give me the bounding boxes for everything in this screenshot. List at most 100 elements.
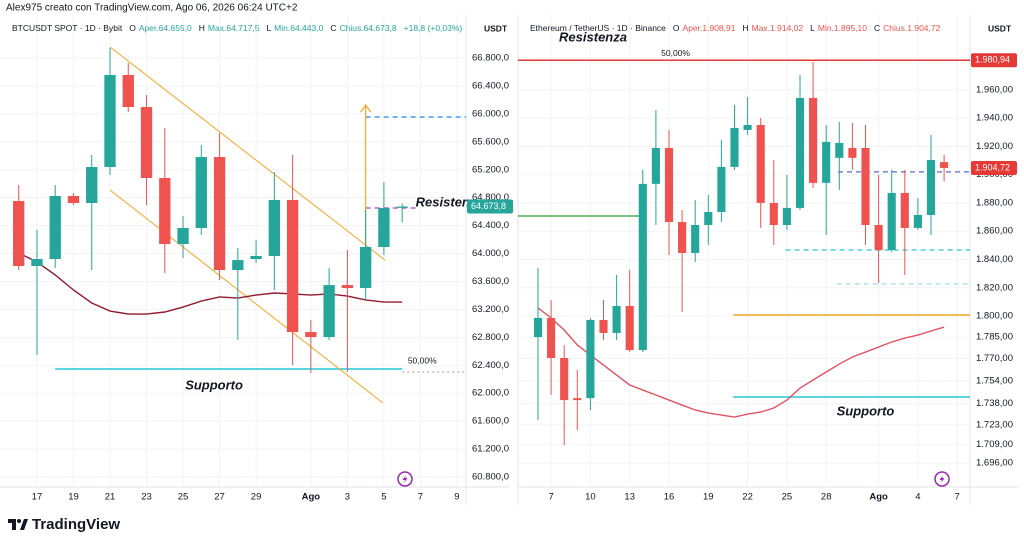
legend-key: L xyxy=(266,23,271,33)
candle-body xyxy=(913,214,922,228)
candle-body xyxy=(782,207,791,225)
candle-body xyxy=(86,167,98,203)
x-tick-label: 17 xyxy=(32,492,43,503)
candle-body xyxy=(822,141,831,183)
legend-value: Chius.64.673,8 xyxy=(339,23,396,33)
y-tick-label: 64.000,0 xyxy=(472,248,509,259)
candle-body xyxy=(874,224,883,251)
y-tick-label: 65.200,0 xyxy=(472,164,509,175)
logo-text: TradingView xyxy=(32,516,120,533)
y-tick-label: 66.000,0 xyxy=(472,108,509,119)
x-tick-label: 29 xyxy=(251,492,262,503)
y-tick-label: 1.754,00 xyxy=(976,376,1013,387)
x-tick-label: 19 xyxy=(703,492,714,503)
y-tick-label: 65.600,0 xyxy=(472,136,509,147)
legend-value: Aper.1.908,91 xyxy=(683,23,736,33)
annotation: 50,00% xyxy=(408,355,437,365)
x-tick-label: 16 xyxy=(664,492,675,503)
arrow-head xyxy=(360,103,372,113)
candle-body xyxy=(638,183,647,351)
x-tick-label: 3 xyxy=(345,492,350,503)
symbol-title: BTCUSDT SPOT · 1D · Bybit xyxy=(12,23,123,33)
candle-body xyxy=(704,211,713,225)
candle-body xyxy=(835,142,844,158)
x-tick-label: 28 xyxy=(821,492,832,503)
x-tick-label: 23 xyxy=(141,492,152,503)
candle-body xyxy=(599,319,608,333)
x-tick-label: 4 xyxy=(915,492,920,503)
candle-body xyxy=(664,147,674,223)
y-tick-label: 61.200,0 xyxy=(472,444,509,455)
legend-key: H xyxy=(199,23,205,33)
y-tick-label: 1.785,00 xyxy=(976,332,1013,343)
candle-body xyxy=(717,166,726,212)
price-tag xyxy=(971,53,1017,68)
annotation: Supporto xyxy=(185,377,243,392)
candle-body xyxy=(651,147,660,184)
candle-body xyxy=(323,285,335,337)
candle-body xyxy=(104,74,116,168)
candle-body xyxy=(547,317,556,358)
y-tick-label: 1.920,00 xyxy=(976,141,1013,152)
legend-value: Max.64.717,5 xyxy=(208,23,260,33)
x-tick-label: 7 xyxy=(955,492,960,503)
annotation: 50,00% xyxy=(661,48,690,58)
alert-icon[interactable] xyxy=(397,471,413,487)
y-tick-label: 63.200,0 xyxy=(472,304,509,315)
legend-header: Ethereum / TetherUS · 1D · Binance O Aper.… xyxy=(530,23,941,33)
y-tick-label: 66.400,0 xyxy=(472,80,509,91)
x-tick-label: 25 xyxy=(782,492,793,503)
x-tick-label: 19 xyxy=(68,492,79,503)
legend-key: C xyxy=(330,23,336,33)
candle-body xyxy=(743,124,752,130)
price-tag-label: 1.980,94 xyxy=(975,55,1010,65)
candle-body xyxy=(49,196,61,259)
legend-value: Chius.1.904,72 xyxy=(883,23,940,33)
legend-change: +18,8 (+0,03%) xyxy=(404,23,463,33)
candle-body xyxy=(359,246,372,289)
legend-key: O xyxy=(129,23,136,33)
creator-note: Alex975 creato con TradingView.com, Ago … xyxy=(6,3,298,14)
candle-body xyxy=(560,357,569,401)
x-tick-label: Ago xyxy=(869,492,888,503)
y-tick-label: 64.400,0 xyxy=(472,220,509,231)
x-tick-label: 9 xyxy=(454,492,459,503)
legend-key: O xyxy=(673,23,680,33)
y-tick-label: 1.770,00 xyxy=(976,353,1013,364)
grid xyxy=(0,15,466,487)
candle-body xyxy=(378,208,390,247)
legend-value: Min.64.443,0 xyxy=(274,23,323,33)
y-tick-label: 1.860,00 xyxy=(976,226,1013,237)
logo: TradingView xyxy=(8,516,120,533)
candle-body xyxy=(861,147,870,225)
y-tick-label: 1.820,00 xyxy=(976,282,1013,293)
legend-value: Aper.64.655,0 xyxy=(139,23,192,33)
x-tick-label: 7 xyxy=(418,492,423,503)
candle-body xyxy=(573,398,582,401)
annotation: Resistenza xyxy=(416,194,484,209)
legend-value: Max.1.914,02 xyxy=(752,23,804,33)
alert-icon[interactable] xyxy=(934,471,950,487)
candle-body xyxy=(250,255,262,259)
legend-key: C xyxy=(874,23,880,33)
moving-average xyxy=(537,307,945,418)
x-tick-label: 27 xyxy=(214,492,225,503)
y-tick-label: 1.840,00 xyxy=(976,254,1013,265)
annotation: Resistenza xyxy=(559,29,627,44)
x-tick-label: 5 xyxy=(381,492,386,503)
y-tick-label: 1.723,00 xyxy=(976,419,1013,430)
x-tick-label: 22 xyxy=(742,492,753,503)
legend-value: Min.1.895,10 xyxy=(818,23,867,33)
candle-body xyxy=(809,97,818,183)
candle-body xyxy=(900,192,909,228)
candle-body xyxy=(305,332,317,337)
candle-body xyxy=(678,222,687,253)
plot-area xyxy=(518,59,970,446)
grid xyxy=(518,15,970,487)
candle-body xyxy=(195,157,207,228)
candle-body xyxy=(756,124,765,203)
unit-label: USDT xyxy=(988,23,1012,33)
candle-body xyxy=(396,206,408,208)
y-tick-label: 62.400,0 xyxy=(472,360,509,371)
